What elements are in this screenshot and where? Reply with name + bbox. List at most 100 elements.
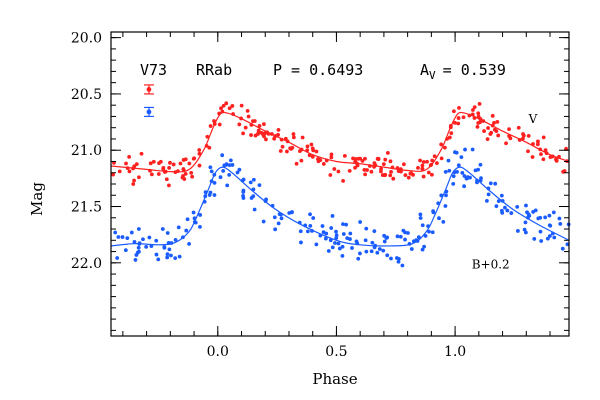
data-point-b [364,226,369,231]
data-point-v [127,169,132,174]
data-point-v [257,123,262,128]
data-point-v [456,121,461,126]
data-point-v [526,149,530,154]
y-tick-label: 21.0 [71,143,102,159]
data-point-v [259,131,264,135]
data-point-b [565,242,570,247]
data-point-b [539,239,544,243]
data-point-v [183,171,188,176]
data-point-v [536,139,540,144]
data-point-b [496,199,501,204]
data-point-b [113,230,118,235]
data-point-v [507,127,511,131]
data-point-v [457,105,461,110]
data-point-v [360,159,365,163]
data-point-b [308,223,313,228]
data-point-b [525,210,529,215]
data-point-v [369,169,374,174]
data-point-b [334,229,338,234]
data-point-b [451,174,456,179]
data-point-v [117,169,122,174]
data-point-b [522,227,527,232]
data-point-v [442,145,447,150]
data-point-v [391,176,396,181]
data-point-b [475,180,479,185]
y-tick-label: 20.0 [71,31,102,47]
data-point-v [472,105,477,110]
data-point-b [478,162,483,167]
data-point-v [190,174,195,179]
data-point-v [471,108,475,112]
series-labels: V B+0.2 [472,112,538,271]
data-point-v [156,172,161,176]
data-point-v [189,170,194,175]
data-point-b [551,210,556,215]
data-point-b [235,170,240,175]
data-point-b [369,249,374,254]
data-point-v [212,119,216,123]
x-tick-label: 1.0 [444,344,466,360]
data-point-b [176,225,181,230]
data-point-v [342,153,347,158]
data-point-v [401,162,406,167]
data-point-v [219,106,223,111]
data-point-v [388,173,393,178]
data-point-v [425,159,429,164]
data-point-b [385,235,390,240]
data-point-b [167,247,172,252]
data-point-b [488,181,493,186]
data-point-v [485,137,490,142]
data-point-v [205,134,210,139]
data-point-v [539,152,543,157]
data-point-b [423,234,428,238]
header-star-type: RRab [196,61,232,79]
data-point-b [499,193,504,198]
data-point-b [505,208,510,213]
data-point-b [230,163,235,167]
data-point-v [421,160,426,164]
data-point-v [291,135,296,140]
data-point-v [548,155,553,159]
data-point-b [344,222,349,227]
data-point-v [171,162,176,167]
data-point-b [141,237,145,242]
data-point-v [278,149,283,153]
data-point-b [308,212,312,217]
data-point-b [463,147,467,152]
data-point-b [290,210,294,215]
data-point-b [279,216,284,221]
data-point-b [462,174,467,178]
data-point-b [329,226,334,230]
data-point-b [420,247,425,252]
data-point-v [329,155,334,160]
data-point-b [326,249,331,253]
data-point-v [521,136,525,141]
data-point-b [455,169,459,174]
data-point-b [191,210,196,215]
data-point-v [298,149,302,154]
axis-ticks [111,32,569,336]
data-point-b [212,180,217,185]
data-point-v [167,166,172,170]
data-point-v [197,163,202,168]
data-point-v [452,120,457,125]
data-point-v [456,116,461,120]
data-point-v [336,169,341,174]
data-point-b [160,227,165,231]
data-point-v [482,129,486,133]
data-point-b [409,247,414,251]
data-point-v [362,167,367,172]
data-point-b [476,167,481,172]
data-point-b [447,168,452,173]
data-point-b [165,255,170,260]
y-tick-label: 22.0 [71,256,102,272]
data-point-b [241,193,245,198]
data-point-v [230,104,235,108]
chart-header: V73 RRab P = 0.6493 AV = 0.539 [140,61,506,82]
data-point-v [476,111,481,116]
data-point-b [470,147,475,152]
data-point-b [334,236,339,240]
data-point-v [284,149,289,154]
data-point-b [165,252,170,257]
